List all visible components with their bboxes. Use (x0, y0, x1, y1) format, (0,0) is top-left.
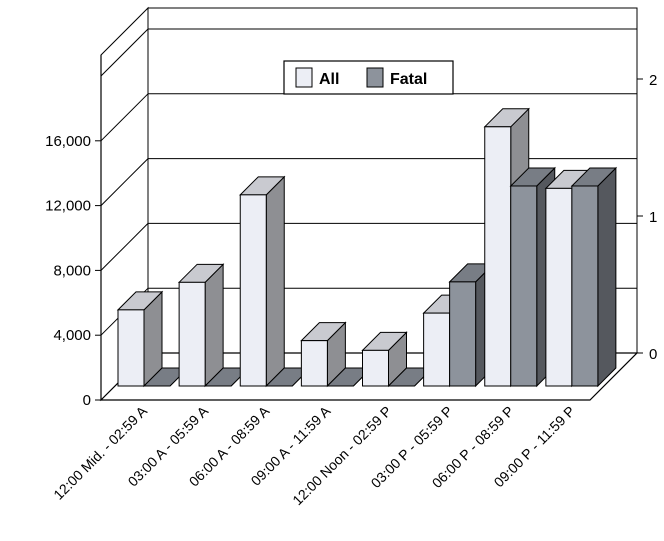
y-tick-label: 16,000 (45, 133, 91, 150)
y2-tick-label: 2 (649, 72, 657, 89)
bar-fatal-front (571, 185, 599, 387)
bar-all-side (265, 175, 285, 388)
bar-all (361, 331, 408, 388)
legend-label-all: All (319, 71, 339, 88)
bar-fatal (570, 166, 618, 388)
y-tick-label: 12,000 (45, 198, 91, 215)
y-tick-label: 4,000 (53, 327, 91, 344)
bar-fatal-front (449, 281, 477, 387)
legend-swatch-all (295, 67, 313, 88)
gridline-side (100, 223, 149, 271)
y-tick-label: 0 (83, 392, 91, 409)
bar-all-front (117, 309, 145, 387)
bar-all (177, 263, 225, 388)
gridline-side (100, 93, 149, 142)
bar-all-front (300, 340, 328, 387)
bars (116, 107, 618, 388)
bar-all (116, 290, 164, 388)
y-tick-label: 8,000 (53, 262, 91, 279)
legend-swatch-fatal (366, 67, 384, 88)
bar-all (300, 321, 347, 388)
y2-tick-label: 0 (649, 346, 657, 363)
legend-label-fatal: Fatal (390, 71, 427, 88)
y2-tick-label: 1 (649, 209, 657, 226)
bar-fatal-front (510, 185, 538, 387)
bar-all (239, 175, 286, 388)
bar-all-front (178, 281, 206, 387)
gridline-side (100, 158, 149, 206)
gridlines (100, 28, 637, 336)
bar-all-front (545, 187, 573, 387)
bar-all-front (423, 312, 451, 387)
gridline-side (100, 28, 149, 77)
bar-all-front (239, 194, 267, 387)
bar-all-front (484, 126, 512, 387)
bar-fatal-side (597, 166, 617, 388)
bar-all-side (204, 263, 224, 388)
bar-all-front (362, 349, 389, 387)
legend: All Fatal (283, 60, 454, 95)
